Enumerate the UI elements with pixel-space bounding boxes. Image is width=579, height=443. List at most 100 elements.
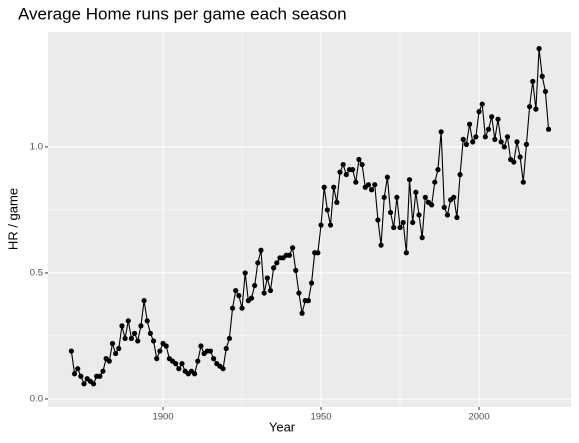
- point: [343, 172, 349, 178]
- point: [435, 167, 441, 173]
- point: [489, 114, 495, 120]
- point: [337, 169, 343, 175]
- point: [504, 134, 511, 140]
- point: [293, 267, 299, 274]
- point: [75, 366, 81, 372]
- point: [457, 172, 463, 178]
- point: [495, 116, 501, 122]
- point: [501, 144, 507, 150]
- point: [233, 287, 239, 294]
- point: [466, 121, 473, 127]
- point: [252, 282, 258, 289]
- point: [413, 189, 419, 195]
- point: [71, 371, 78, 377]
- point: [286, 252, 293, 258]
- point: [492, 136, 498, 142]
- point: [378, 242, 384, 248]
- point: [482, 134, 488, 140]
- point: [470, 139, 476, 145]
- point: [406, 177, 413, 183]
- point: [517, 154, 523, 160]
- point: [305, 298, 311, 304]
- point: [274, 260, 280, 266]
- point: [479, 101, 485, 107]
- point: [308, 280, 315, 286]
- point: [429, 202, 435, 208]
- point: [239, 305, 245, 311]
- point: [400, 219, 406, 226]
- point: [416, 212, 422, 218]
- x-tick-label: 1950: [310, 412, 331, 423]
- point: [359, 161, 365, 168]
- point: [138, 323, 144, 329]
- point: [514, 139, 520, 145]
- y-tick-label: 1.0: [30, 141, 43, 152]
- point: [154, 356, 160, 362]
- point: [299, 310, 305, 316]
- point: [365, 182, 372, 188]
- point: [296, 290, 302, 296]
- point: [438, 129, 444, 135]
- y-tick-label: 0.0: [30, 393, 43, 404]
- point: [381, 194, 387, 200]
- point: [198, 343, 204, 349]
- point: [179, 361, 185, 367]
- point: [90, 381, 97, 387]
- point: [264, 275, 270, 281]
- point: [350, 167, 356, 173]
- point: [131, 330, 138, 337]
- point: [68, 348, 74, 354]
- point: [267, 287, 274, 294]
- point: [229, 305, 236, 311]
- y-axis-title: HR / game: [5, 188, 20, 250]
- point: [236, 293, 242, 299]
- plot-background: [48, 32, 571, 407]
- point: [340, 161, 346, 168]
- point: [527, 103, 533, 110]
- point: [387, 209, 394, 216]
- point: [147, 330, 153, 337]
- point: [394, 194, 400, 200]
- point: [397, 224, 403, 231]
- point: [248, 295, 255, 301]
- point: [327, 222, 334, 228]
- point: [485, 126, 492, 132]
- point: [242, 270, 248, 276]
- y-tick-label: 0.5: [30, 267, 43, 278]
- point: [460, 136, 466, 142]
- x-axis-title: Year: [269, 419, 296, 434]
- point: [100, 368, 106, 374]
- x-tick-label: 2000: [468, 412, 489, 423]
- point: [353, 179, 359, 185]
- point: [422, 194, 428, 200]
- point: [372, 182, 378, 188]
- point: [195, 358, 201, 364]
- point: [135, 338, 141, 344]
- point: [321, 184, 327, 190]
- point: [318, 222, 324, 228]
- point: [226, 335, 232, 342]
- point: [520, 179, 526, 185]
- point: [539, 73, 545, 79]
- point: [220, 366, 226, 372]
- point: [176, 366, 182, 372]
- point: [122, 335, 128, 342]
- point: [444, 212, 451, 218]
- point: [78, 373, 84, 379]
- point: [545, 126, 552, 132]
- point: [289, 245, 296, 251]
- point: [163, 343, 169, 349]
- point: [375, 217, 381, 223]
- point: [384, 174, 390, 180]
- point: [144, 318, 150, 324]
- point: [533, 106, 539, 112]
- point: [315, 250, 321, 256]
- point: [356, 156, 362, 163]
- point: [441, 204, 447, 211]
- point: [536, 46, 542, 52]
- point: [119, 323, 125, 329]
- point: [542, 88, 549, 95]
- point: [410, 219, 416, 226]
- point: [106, 358, 112, 364]
